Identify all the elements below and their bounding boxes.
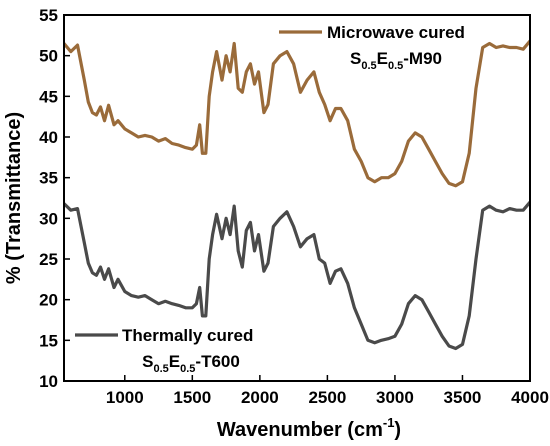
series-layer	[64, 39, 530, 351]
y-tick-label: 20	[39, 291, 58, 310]
legend-label-thermally-cured: Thermally cured	[122, 326, 253, 345]
y-tick-label: 55	[39, 6, 58, 25]
x-tick-label: 3000	[376, 388, 414, 407]
y-tick-label: 10	[39, 372, 58, 391]
y-tick-label: 35	[39, 169, 58, 188]
legend-layer: Microwave cured S0.5E0.5-M90 Thermally cur…	[75, 23, 465, 375]
legend-sample-microwave-cured: S0.5E0.5-M90	[350, 49, 442, 72]
y-tick-label: 15	[39, 331, 58, 350]
y-tick-label: 30	[39, 209, 58, 228]
x-tick-label: 4000	[511, 388, 549, 407]
series-line-microwave-cured	[64, 39, 530, 188]
x-tick-label: 3500	[444, 388, 482, 407]
y-tick-label: 40	[39, 128, 58, 147]
x-tick-label: 1000	[106, 388, 144, 407]
x-tick-label: 2500	[308, 388, 346, 407]
series-line-thermally-cured	[64, 200, 530, 351]
legend-sample-thermally-cured: S0.5E0.5-T600	[142, 352, 240, 375]
x-axis-title: Wavenumber (cm-1)	[217, 415, 401, 441]
y-tick-label: 25	[39, 250, 58, 269]
x-tick-label: 1500	[173, 388, 211, 407]
ticks-layer: 1000 1500 2000 2500 3000 3500 4000 10 15 20 25 30 35…	[39, 6, 549, 407]
plot-frame	[63, 14, 531, 382]
y-tick-label: 50	[39, 47, 58, 66]
y-axis-title: % (Transmittance)	[3, 112, 25, 284]
y-tick-label: 45	[39, 87, 58, 106]
x-tick-label: 2000	[241, 388, 279, 407]
legend-label-microwave-cured: Microwave cured	[327, 23, 465, 42]
